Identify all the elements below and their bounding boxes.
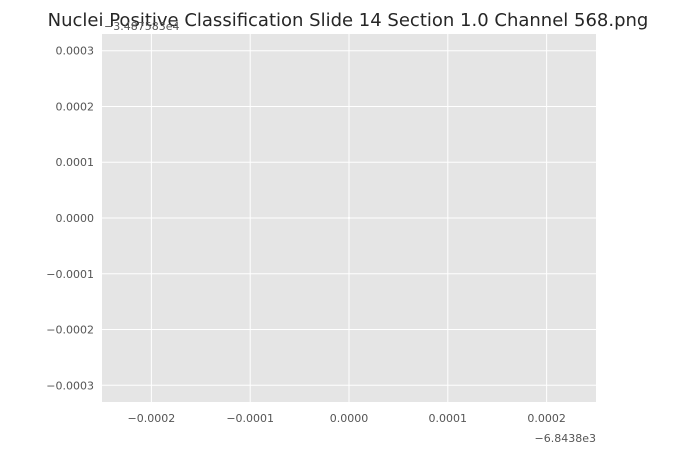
x-tick-label: 0.0002 xyxy=(527,412,566,425)
x-axis: −0.0002 −0.0001 0.0000 0.0001 0.0002 xyxy=(128,412,566,425)
y-tick-label: 0.0002 xyxy=(56,100,95,113)
y-tick-label: −0.0002 xyxy=(46,324,94,337)
y-axis: 0.0003 0.0002 0.0001 0.0000 −0.0001 −0.0002 −0… xyxy=(46,45,94,393)
y-tick-label: 0.0001 xyxy=(56,156,95,169)
x-tick-label: −0.0001 xyxy=(226,412,274,425)
x-tick-label: 0.0000 xyxy=(330,412,369,425)
y-tick-label: 0.0003 xyxy=(56,45,95,58)
grid xyxy=(102,34,596,402)
y-tick-label: 0.0000 xyxy=(56,212,95,225)
y-axis-offset-label: −3.487583e4 xyxy=(104,20,179,33)
y-tick-label: −0.0003 xyxy=(46,379,94,392)
data-point xyxy=(347,216,351,220)
x-tick-label: 0.0001 xyxy=(429,412,468,425)
x-axis-offset-label: −6.8438e3 xyxy=(535,432,596,445)
chart-title: Nuclei Positive Classification Slide 14 … xyxy=(48,10,649,31)
x-tick-label: −0.0002 xyxy=(128,412,176,425)
y-tick-label: −0.0001 xyxy=(46,268,94,281)
data-points xyxy=(347,216,351,220)
